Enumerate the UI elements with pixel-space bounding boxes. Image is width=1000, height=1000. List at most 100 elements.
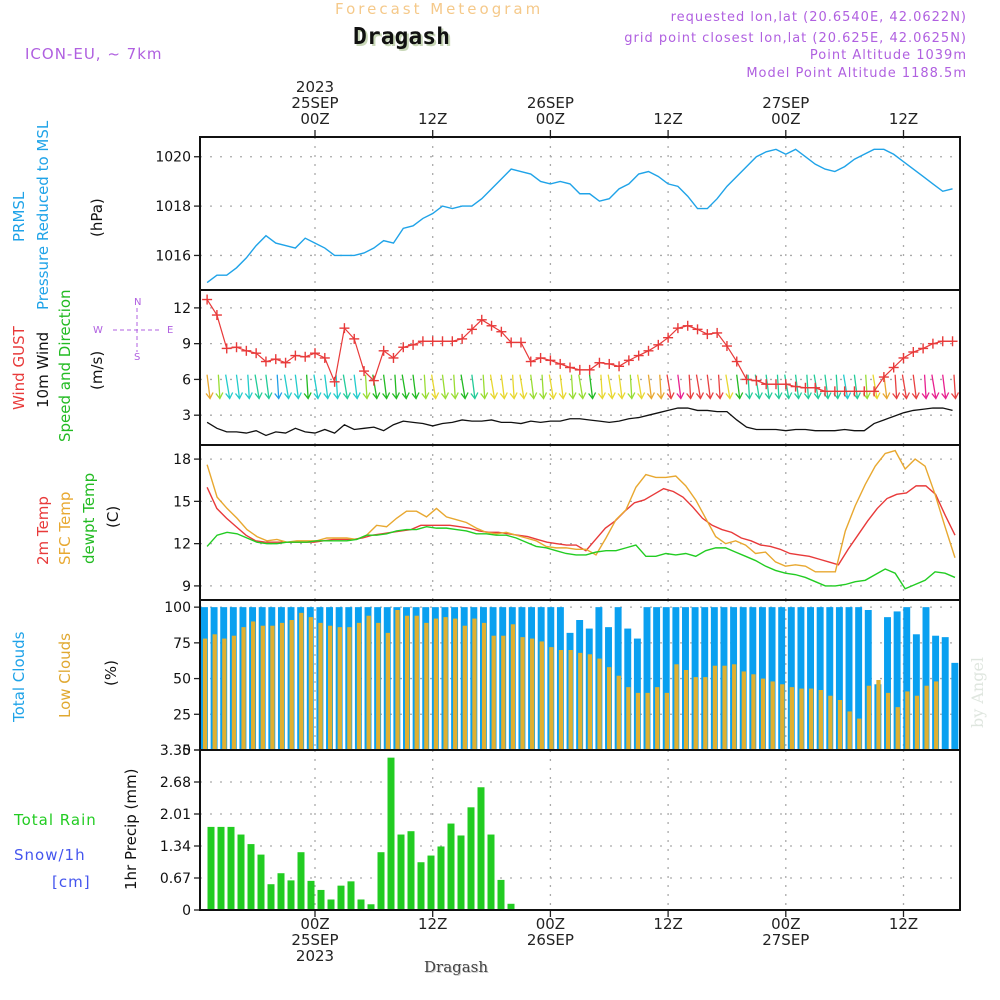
low-cloud-bar [578,652,583,750]
wind-arrow-shaft [824,374,829,399]
wind-arrow [401,374,410,400]
wind-arrow-head [548,392,557,400]
low-cloud-bar [789,687,795,750]
wind-arrow [244,374,253,400]
wind-arrow-head [901,392,911,400]
wind-arrow-head [274,392,283,400]
wind-arrow [588,374,597,400]
gust-point [359,366,370,377]
gust-point [810,382,821,393]
precip-bar [317,889,325,910]
wind-arrow-shaft [394,374,398,399]
wind-arrow-head [764,392,773,400]
wind-arrow-head [578,392,587,400]
y-tick-label: 1.34 [160,839,191,855]
low-cloud-bar [251,621,256,750]
wind-arrow [784,374,793,400]
panel-frame-pressure [199,136,961,291]
wind-arrow-shaft [706,374,711,399]
precip-bar [377,852,385,910]
gust-point [908,347,919,357]
gust-point [604,358,615,369]
wind-arrow [225,374,234,400]
wind-arrow-shaft [813,374,819,399]
wind-arrow [283,374,293,400]
wind-arrow [333,374,342,400]
wind-arrow [627,374,636,400]
wind-arrow-shaft [511,374,515,399]
wind-arrow [234,374,244,400]
wind-arrow [558,374,567,400]
gust-point [280,357,291,368]
wind-arrow [617,374,626,400]
low-cloud-bar [722,665,727,750]
model-label: ICON-EU, ~ 7km [25,45,163,63]
wind-arrow-head [941,392,950,400]
low-cloud-bar [655,687,660,750]
compass-s: S [134,352,141,363]
footer-location: Dragash [424,958,489,976]
wind-arrow-shaft [842,374,849,399]
low-cloud-bar [712,665,718,750]
wind-arrow-shaft [931,374,937,399]
low-cloud-bar [770,681,775,750]
gust-point [829,386,840,397]
gust-point [388,352,399,363]
wind-arrow-shaft [324,374,329,399]
temp-2m-line [206,485,956,566]
gust-point [790,381,801,392]
gust-point [476,314,487,325]
total-cloud-bar [778,607,786,750]
wind-arrow-shaft [453,374,456,399]
gust-point [535,352,546,363]
precip-bar [497,879,505,910]
low-cloud-bar [857,718,862,750]
gust-point [378,345,389,356]
gust-point [437,336,448,347]
wind-arrow-head [362,392,371,400]
low-cloud-bar [664,692,670,750]
wind-arrow-head [666,392,675,400]
wind-arrow-head [676,392,685,400]
y-tick-label: 2.01 [160,807,191,823]
low-cloud-bar [703,677,708,750]
low-cloud-bar [799,688,804,750]
dewpoint-line [206,526,956,590]
gust-point [231,342,242,353]
low-cloud-bar [924,685,929,750]
legend-snow: Snow/1h [14,846,86,864]
gust-point [820,386,831,397]
wind-arrow-head [205,392,214,400]
total-cloud-bar [768,607,776,750]
precip-bar [387,757,395,910]
low-cloud-bar [885,692,891,750]
wind-arrow-shaft [806,374,810,399]
wind-arrow [519,374,528,400]
precip-bar [247,844,255,910]
panel-pressure: 1016 1018 1020 [155,137,960,290]
precip-bar [427,855,435,910]
low-cloud-bar [433,618,439,750]
low-cloud-bar [231,635,237,750]
wind-arrow [529,374,538,400]
wind-arrow-shaft [923,374,927,399]
wind-arrow-head [695,392,705,400]
wind-arrow [597,374,606,400]
low-cloud-bar [395,610,400,750]
precip-bar [397,834,405,910]
wind-arrow-shaft [401,374,407,399]
low-cloud-bar [934,681,939,750]
wind-arrow-shaft [894,374,898,399]
wind-arrow [509,374,518,400]
low-cloud-bar [914,695,920,750]
low-cloud-bar [260,625,265,750]
wind-arrow [686,374,695,400]
wind-arrow [646,374,656,400]
compass-e: E [167,325,174,336]
wind-arrow-head [539,392,548,400]
precip-bar [467,807,475,910]
bottom-time-label: 12Z [653,915,682,933]
low-cloud-bar [876,680,881,750]
wind-arrow-head [284,392,293,400]
